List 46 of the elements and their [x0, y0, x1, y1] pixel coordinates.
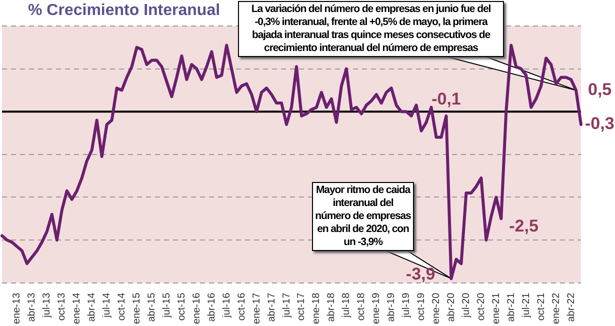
- x-tick-label: jul-19: [401, 292, 412, 318]
- x-tick-label: ene-20: [431, 292, 442, 324]
- x-tick-label: oct-13: [56, 292, 68, 321]
- x-tick-label: jul-16: [221, 292, 232, 318]
- x-tick-label: jul-20: [460, 292, 472, 318]
- x-tick-label: abr-16: [206, 292, 218, 322]
- x-tick-label: oct-18: [356, 292, 368, 321]
- x-tick-label: abr-13: [26, 292, 38, 322]
- x-tick-label: oct-21: [536, 292, 547, 321]
- x-tick-label: oct-20: [476, 292, 487, 321]
- x-tick-label: abr-22: [566, 292, 577, 322]
- x-tick-label: jul-15: [161, 292, 172, 318]
- x-tick-label: jul-18: [341, 292, 352, 318]
- x-tick-label: abr-14: [86, 292, 98, 322]
- annotation: Mayor ritmo de caida interanual del número de empresas en abril de 2020, con un -3,9%: [312, 182, 414, 251]
- data-label: -3,9: [406, 264, 436, 284]
- x-tick-label: ene-19: [371, 292, 382, 324]
- x-tick-label: abr-18: [326, 292, 338, 322]
- data-label: -0,3: [585, 114, 614, 134]
- x-tick-label: oct-19: [416, 292, 428, 321]
- x-tick-label: abr-21: [506, 292, 517, 322]
- x-tick-label: jul-14: [102, 292, 113, 318]
- x-tick-label: abr-17: [266, 292, 278, 322]
- x-tick-label: ene-16: [191, 292, 202, 324]
- x-tick-label: ene-14: [72, 292, 83, 324]
- x-tick-label: jul-13: [42, 292, 53, 318]
- x-tick-label: oct-14: [116, 292, 128, 321]
- x-tick-label: abr-19: [386, 292, 398, 322]
- x-tick-label: ene-13: [12, 292, 23, 324]
- data-label: -2,5: [509, 216, 538, 236]
- data-label: -0,1: [432, 90, 461, 109]
- chart-title: % Crecimiento Interanual: [28, 2, 220, 20]
- x-tick-label: ene-17: [251, 292, 262, 324]
- x-tick-label: abr-20: [446, 292, 457, 322]
- x-tick-label: oct-17: [296, 292, 308, 321]
- x-tick-label: oct-16: [236, 292, 248, 321]
- x-tick-label: oct-15: [176, 292, 188, 321]
- x-tick-label: ene-21: [490, 292, 502, 324]
- x-tick-label: ene-22: [550, 292, 562, 324]
- x-tick-label: ene-18: [311, 292, 322, 324]
- x-tick-label: abr-15: [146, 292, 158, 322]
- x-tick-label: ene-15: [132, 292, 143, 324]
- data-label: 0,5: [588, 80, 612, 99]
- x-tick-label: jul-17: [281, 292, 292, 318]
- x-tick-label: jul-21: [520, 292, 532, 318]
- annotation: La variación del número de empresas en junio fue del -0,3% interanual, frente al +0,5% de mayo, la primera bajada interanual tras quince meses consecutivos de crecimiento interanual del número de empresas: [238, 1, 504, 57]
